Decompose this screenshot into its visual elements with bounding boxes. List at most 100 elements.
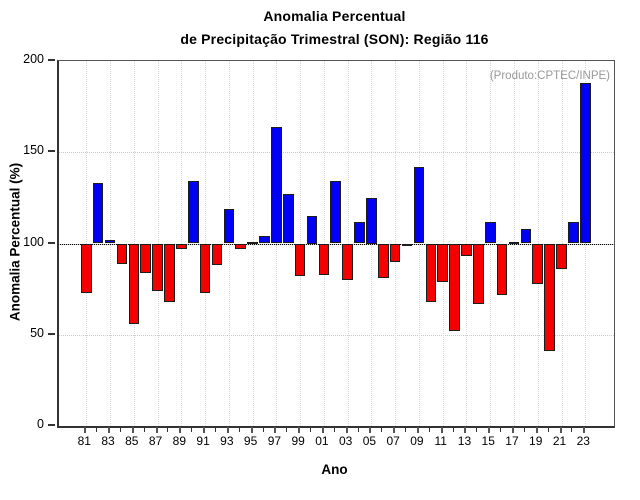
- x-tick-label-1999: 99: [291, 434, 305, 448]
- v-gridline-1983: [110, 61, 112, 426]
- x-tick-label-2001: 01: [315, 434, 329, 448]
- x-tick-label-1987: 87: [148, 434, 163, 448]
- y-tick-label-200: 200: [23, 52, 44, 66]
- y-tick-label-150: 150: [23, 143, 44, 158]
- x-tick-2022: [571, 427, 573, 432]
- x-tick-1987: [155, 427, 158, 433]
- bar-2008: [401, 243, 413, 246]
- bar-1985: [128, 243, 140, 324]
- x-tick-label-2023: 23: [576, 434, 590, 448]
- x-tick-1992: [214, 427, 216, 432]
- v-gridline-1993: [228, 61, 230, 426]
- h-gridline-150: [59, 152, 614, 154]
- bar-2018: [520, 228, 532, 244]
- bar-2002: [330, 181, 342, 244]
- x-tick-label-1989: 89: [172, 434, 186, 448]
- bar-1991: [199, 243, 211, 293]
- x-tick-label-1983: 83: [101, 434, 115, 448]
- bar-2011: [437, 243, 448, 282]
- x-tick-2007: [393, 427, 396, 433]
- x-tick-2004: [357, 427, 359, 432]
- bar-1995: [247, 241, 258, 244]
- bar-2017: [508, 241, 520, 244]
- x-tick-label-2003: 03: [338, 434, 353, 448]
- bar-1993: [223, 208, 235, 244]
- x-tick-2019: [535, 427, 538, 433]
- x-tick-2015: [488, 427, 491, 433]
- x-tick-1982: [96, 427, 98, 432]
- x-tick-2002: [333, 427, 335, 432]
- bar-1999: [294, 243, 306, 277]
- chart-title-line1: Anomalia Percentual: [263, 8, 406, 24]
- bar-2000: [306, 216, 318, 244]
- bar-2013: [461, 243, 472, 257]
- chart-title-line2: de Precipitação Trimestral (SON): Região…: [180, 31, 489, 47]
- bar-2019: [532, 243, 544, 284]
- x-tick-2020: [547, 427, 549, 432]
- y-tick-label-0: 0: [37, 417, 44, 431]
- x-tick-1983: [108, 427, 111, 433]
- x-tick-label-2017: 17: [505, 434, 519, 448]
- bar-1992: [211, 243, 223, 266]
- x-tick-2011: [440, 427, 443, 433]
- bar-2007: [389, 243, 401, 262]
- bar-1994: [235, 243, 247, 249]
- bar-2003: [342, 243, 353, 280]
- x-tick-2010: [428, 427, 430, 432]
- bar-2001: [318, 243, 330, 275]
- bar-1996: [259, 236, 270, 244]
- v-gridline-2005: [371, 61, 373, 426]
- x-tick-1988: [167, 427, 169, 432]
- bar-2023: [579, 82, 591, 244]
- bar-2020: [544, 243, 555, 352]
- bar-2009: [413, 166, 425, 244]
- v-gridline-2015: [490, 61, 492, 426]
- x-tick-1989: [179, 427, 182, 433]
- x-tick-1994: [238, 427, 240, 432]
- x-tick-label-2009: 09: [410, 434, 424, 448]
- x-tick-1981: [84, 427, 87, 433]
- x-tick-1997: [274, 427, 277, 433]
- bar-1981: [81, 243, 92, 293]
- bar-1990: [187, 181, 199, 244]
- y-tick-100: [48, 241, 55, 244]
- bar-1983: [104, 239, 116, 244]
- x-tick-label-2007: 07: [386, 434, 400, 448]
- y-tick-150: [48, 150, 55, 153]
- bar-1989: [176, 243, 187, 249]
- x-tick-label-2013: 13: [457, 434, 472, 448]
- x-tick-2017: [511, 427, 514, 433]
- x-tick-label-1995: 95: [243, 434, 258, 448]
- bar-1988: [164, 243, 175, 302]
- y-tick-label-100: 100: [23, 234, 44, 249]
- v-gridline-1997: [276, 61, 278, 426]
- x-tick-1993: [226, 427, 229, 433]
- bar-2022: [568, 221, 579, 244]
- x-tick-label-2021: 21: [552, 434, 567, 448]
- bar-2012: [449, 243, 460, 332]
- x-tick-2018: [523, 427, 525, 432]
- x-tick-1998: [286, 427, 288, 432]
- h-gridline-50: [59, 334, 614, 336]
- x-tick-label-1997: 97: [267, 434, 282, 448]
- x-tick-2009: [416, 427, 419, 433]
- x-tick-2000: [310, 427, 312, 432]
- bar-2004: [354, 221, 365, 244]
- x-tick-1990: [191, 427, 193, 432]
- y-tick-0: [48, 424, 55, 426]
- y-tick-label-50: 50: [30, 325, 44, 340]
- x-tick-2006: [381, 427, 383, 432]
- bar-1986: [140, 243, 151, 273]
- x-tick-2008: [405, 427, 407, 432]
- x-tick-label-1985: 85: [125, 434, 139, 448]
- y-tick-50: [48, 332, 55, 335]
- x-tick-2014: [476, 427, 478, 432]
- v-gridline-2023: [585, 61, 587, 426]
- bar-2015: [484, 221, 496, 244]
- x-tick-2003: [345, 427, 348, 433]
- bar-2016: [496, 243, 508, 295]
- x-tick-label-1993: 93: [220, 434, 234, 448]
- x-tick-2023: [583, 427, 586, 433]
- x-tick-2005: [369, 427, 372, 433]
